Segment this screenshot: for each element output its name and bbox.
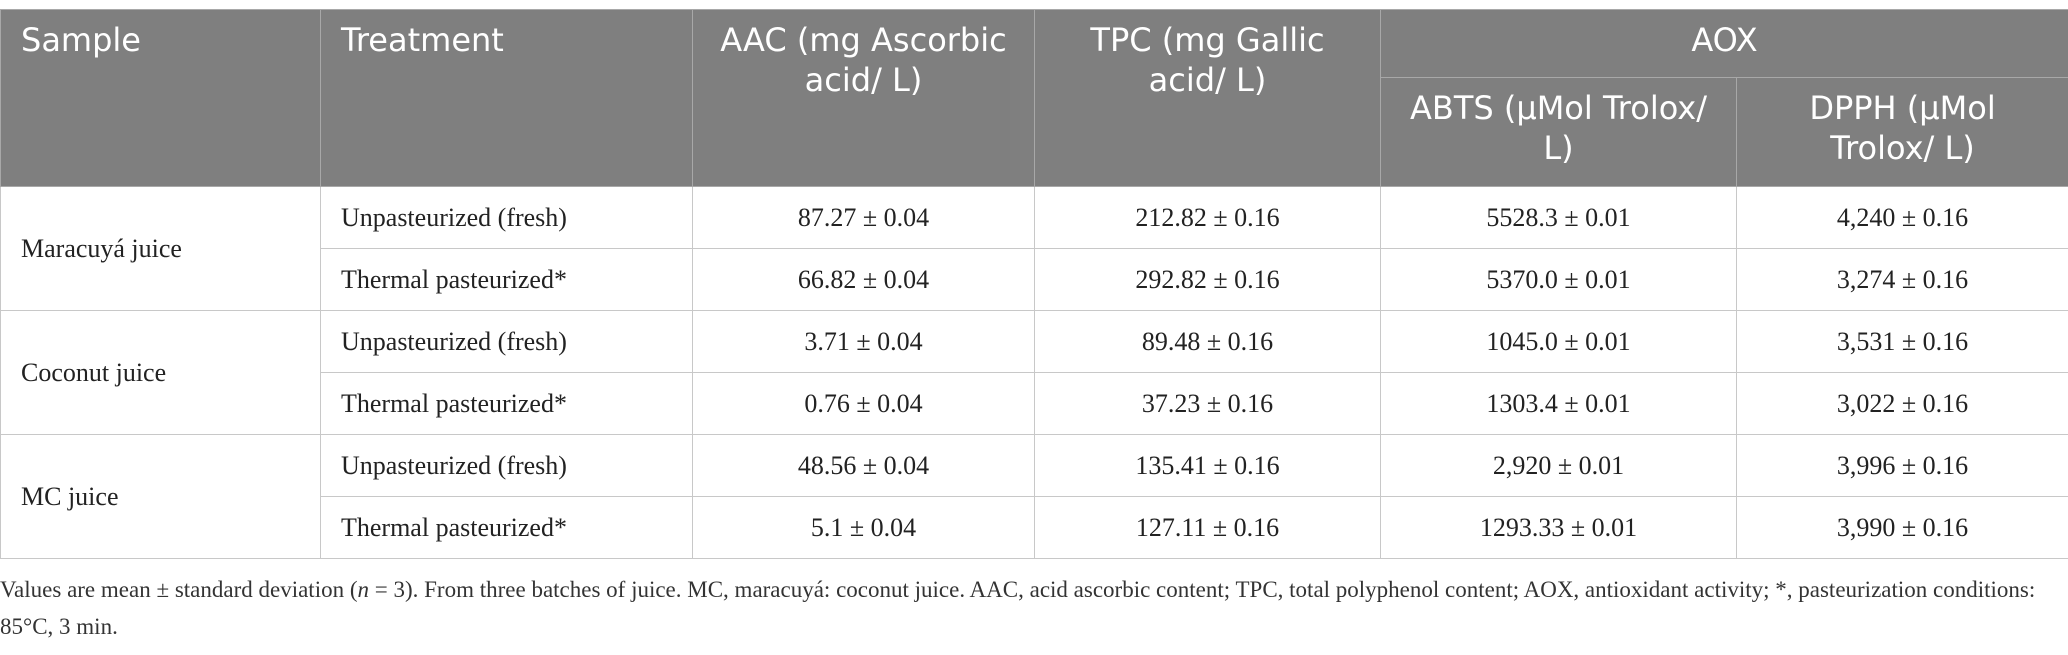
body-row: Thermal pasteurized* 5.1 ± 0.04 127.11 ± 0… [1, 496, 2068, 559]
value-cell: 48.56 ± 0.04 [692, 434, 1035, 497]
body-row: Thermal pasteurized* 0.76 ± 0.04 37.23 ± 0… [1, 372, 2068, 435]
data-table: Sample Treatment AAC (mg Ascorbic acid/ … [0, 9, 2068, 559]
footnote-text: = 3). From three batches of juice. MC, m… [0, 577, 2036, 639]
value-cell: 3,022 ± 0.16 [1735, 372, 2068, 435]
value-cell: 3.71 ± 0.04 [692, 310, 1035, 373]
body-row: Coconut juice Unpasteurized (fresh) 3.71 ±… [0, 310, 2068, 435]
header-cell: Treatment [320, 9, 693, 187]
treatment-cell: Unpasteurized (fresh) [320, 186, 693, 249]
footnote-text: n [357, 577, 370, 602]
header-cell: AAC (mg Ascorbic acid/ L) [692, 9, 1035, 187]
treatment-cell: Thermal pasteurized* [320, 496, 693, 559]
table-body: Maracuyá juice Unpasteurized (fresh) 87.27… [0, 186, 2068, 559]
body-row: Thermal pasteurized* 66.82 ± 0.04 292.82 ±… [1, 248, 2068, 311]
header-cell: DPPH (μMol Trolox/ L) [1735, 77, 2068, 187]
value-cell: 1293.33 ± 0.01 [1380, 496, 1737, 559]
value-cell: 37.23 ± 0.16 [1034, 372, 1381, 435]
sample-cell: Maracuyá juice [0, 186, 321, 311]
value-cell: 3,996 ± 0.16 [1735, 434, 2068, 497]
value-cell: 5.1 ± 0.04 [692, 496, 1035, 559]
value-cell: 3,990 ± 0.16 [1735, 496, 2068, 559]
value-cell: 87.27 ± 0.04 [692, 186, 1035, 249]
header-cell: AOX [1379, 9, 2068, 78]
body-row: MC juice Unpasteurized (fresh) 48.56 ± 0.0… [0, 434, 2068, 559]
value-cell: 212.82 ± 0.16 [1034, 186, 1381, 249]
table-header: Sample Treatment AAC (mg Ascorbic acid/ … [0, 9, 2068, 187]
value-cell: 5528.3 ± 0.01 [1380, 186, 1737, 249]
footnote: Values are mean ± standard deviation (n … [0, 571, 2068, 645]
body-row: Maracuyá juice Unpasteurized (fresh) 87.27… [0, 186, 2068, 311]
value-cell: 89.48 ± 0.16 [1034, 310, 1381, 373]
value-cell: 5370.0 ± 0.01 [1380, 248, 1737, 311]
value-cell: 1303.4 ± 0.01 [1380, 372, 1737, 435]
value-cell: 66.82 ± 0.04 [692, 248, 1035, 311]
treatment-cell: Unpasteurized (fresh) [320, 434, 693, 497]
value-cell: 1045.0 ± 0.01 [1380, 310, 1737, 373]
footnote-text: Values are mean ± standard deviation ( [0, 577, 358, 602]
value-cell: 3,274 ± 0.16 [1735, 248, 2068, 311]
value-cell: 4,240 ± 0.16 [1735, 186, 2068, 249]
value-cell: 3,531 ± 0.16 [1735, 310, 2068, 373]
value-cell: 127.11 ± 0.16 [1034, 496, 1381, 559]
header-cell: ABTS (μMol Trolox/ L) [1380, 77, 1737, 187]
header-row: Sample Treatment AAC (mg Ascorbic acid/ … [0, 9, 2068, 187]
sample-cell: MC juice [0, 434, 321, 559]
value-cell: 292.82 ± 0.16 [1034, 248, 1381, 311]
value-cell: 2,920 ± 0.01 [1380, 434, 1737, 497]
header-row: ABTS (μMol Trolox/ L) DPPH (μMol Trolox/… [1, 77, 2068, 187]
treatment-cell: Thermal pasteurized* [320, 248, 693, 311]
header-cell: TPC (mg Gallic acid/ L) [1034, 9, 1381, 187]
value-cell: 0.76 ± 0.04 [692, 372, 1035, 435]
header-cell: Sample [0, 9, 321, 187]
value-cell: 135.41 ± 0.16 [1034, 434, 1381, 497]
treatment-cell: Thermal pasteurized* [320, 372, 693, 435]
sample-cell: Coconut juice [0, 310, 321, 435]
treatment-cell: Unpasteurized (fresh) [320, 310, 693, 373]
